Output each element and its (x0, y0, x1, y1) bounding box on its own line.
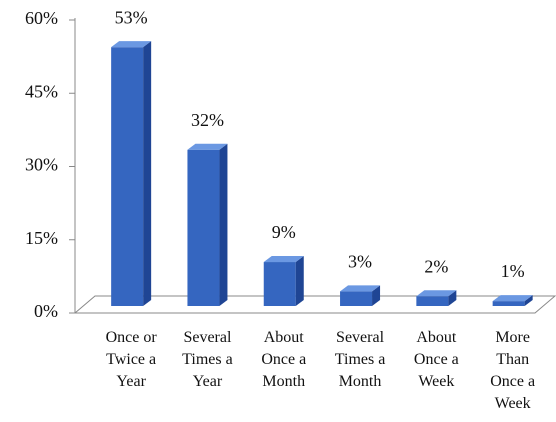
x-tick-label-line: Once or (106, 329, 158, 346)
x-tick-label: Several Times a Year (182, 329, 233, 390)
bar-top (263, 256, 304, 263)
bar-side (295, 256, 304, 306)
x-tick-label-line: Week (418, 373, 454, 390)
bar-front (263, 262, 296, 306)
x-tick-label: More Than Once a Week (490, 329, 535, 412)
value-label: 1% (501, 261, 525, 281)
value-label: 32% (191, 110, 224, 130)
x-tick-label-line: Month (262, 373, 305, 390)
x-tick-label-line: Month (339, 373, 382, 390)
value-label: 2% (424, 256, 448, 276)
x-tick-label-line: Times a (182, 351, 233, 368)
x-tick-label-line: Several (183, 329, 232, 346)
bar (492, 295, 533, 306)
y-tick-label: 45% (25, 81, 58, 101)
bar-side (524, 295, 533, 306)
bar-top (340, 285, 381, 292)
x-tick-label-line: Than (496, 351, 529, 368)
x-tick-label-line: About (416, 329, 457, 346)
x-tick-label-line: About (264, 329, 305, 346)
x-tick-label: About Once a Week (414, 329, 459, 390)
x-tick-label: About Once a Month (261, 329, 306, 390)
x-tick-label-line: Several (336, 329, 385, 346)
bar-side (219, 143, 228, 306)
x-tick-label: Several Times a Month (335, 329, 386, 390)
bar-side (143, 41, 152, 306)
bar-top (492, 295, 533, 302)
x-tick-label-line: Year (193, 373, 223, 390)
x-tick-label-line: Once a (261, 351, 306, 368)
y-tick-label: 0% (34, 301, 58, 321)
value-label: 3% (348, 251, 372, 271)
x-tick-label-line: Once a (414, 351, 459, 368)
x-tick-label-line: Week (495, 395, 531, 412)
x-tick-label-line: Once a (490, 373, 535, 390)
bar (111, 41, 152, 306)
bar (340, 285, 381, 306)
bar-top (111, 41, 152, 48)
x-tick-label-line: Year (116, 373, 146, 390)
bar-front (111, 47, 144, 306)
value-label: 53% (115, 7, 148, 27)
bar-top (187, 143, 228, 150)
x-tick-label-line: More (495, 329, 530, 346)
bar-front (492, 301, 525, 306)
x-tick-label-line: Times a (335, 351, 386, 368)
y-tick-label: 60% (25, 8, 58, 28)
bar (263, 256, 304, 306)
bar-side (372, 285, 381, 306)
x-tick-label: Once or Twice a Year (106, 329, 158, 390)
value-label: 9% (272, 222, 296, 242)
bar-front (416, 296, 449, 306)
bar-top (416, 290, 457, 297)
bar-front (340, 291, 373, 306)
x-tick-label-line: Twice a (106, 351, 156, 368)
bar-side (448, 290, 457, 306)
y-tick-label: 30% (25, 155, 58, 175)
bar (187, 143, 228, 306)
bar (416, 290, 457, 306)
bar-front (187, 149, 220, 306)
y-tick-label: 15% (25, 228, 58, 248)
